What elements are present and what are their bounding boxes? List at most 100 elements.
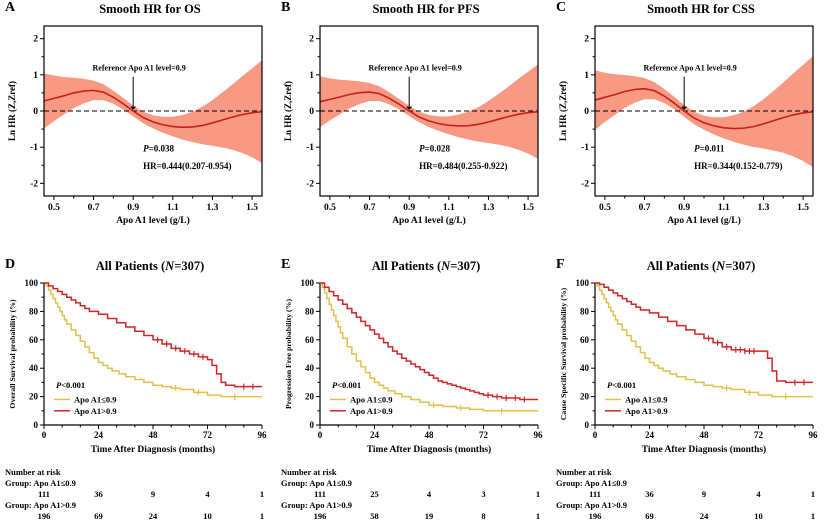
- svg-text:20: 20: [580, 392, 590, 402]
- svg-text:HR=0.444(0.207-0.954): HR=0.444(0.207-0.954): [143, 161, 231, 171]
- svg-text:1: 1: [309, 71, 314, 81]
- svg-text:72: 72: [479, 430, 489, 440]
- km-curve-high: [320, 282, 538, 401]
- svg-text:P=0.038: P=0.038: [143, 144, 174, 154]
- km-curve-low: [320, 282, 538, 412]
- svg-text:0: 0: [309, 107, 314, 117]
- svg-text:HR=0.344(0.152-0.779): HR=0.344(0.152-0.779): [694, 161, 782, 171]
- svg-text:2: 2: [309, 35, 314, 45]
- panel-a-letter: A: [5, 0, 16, 15]
- svg-text:Apo A1 level (g/L): Apo A1 level (g/L): [116, 215, 190, 226]
- svg-text:24: 24: [645, 430, 655, 440]
- svg-text:96: 96: [258, 430, 268, 440]
- svg-text:0.5: 0.5: [599, 203, 611, 213]
- svg-text:2: 2: [584, 35, 589, 45]
- svg-text:60: 60: [580, 335, 590, 345]
- risk-count: 1: [259, 511, 265, 521]
- panel-f: F All Patients (N=307) 0 20 40 60 80 100 0 24 48…: [551, 257, 826, 523]
- svg-text:96: 96: [809, 430, 819, 440]
- svg-text:-1: -1: [30, 143, 38, 153]
- svg-text:0.7: 0.7: [639, 203, 651, 213]
- risk-count: 36: [645, 489, 654, 499]
- panel-f-km-chart: 0 20 40 60 80 100 0 24 48 72 96 P<0.001 Apo A1≤0.9 Ap…: [555, 275, 821, 465]
- title-pre: All Patients (: [95, 259, 166, 273]
- svg-text:0.5: 0.5: [324, 203, 336, 213]
- svg-text:Reference Apo A1 level=0.9: Reference Apo A1 level=0.9: [644, 63, 737, 72]
- risk-counts-low: 111 36 9 4 1: [4, 489, 270, 499]
- title-n: N: [165, 259, 175, 273]
- svg-text:Apo A1≤0.9: Apo A1≤0.9: [350, 394, 392, 404]
- risk-group-high-label: Group: Apo A1>0.9: [5, 500, 77, 510]
- svg-text:Overall Survival probability (: Overall Survival probability (%): [8, 299, 17, 409]
- svg-text:Apo A1 level (g/L): Apo A1 level (g/L): [667, 215, 741, 226]
- svg-text:0.7: 0.7: [364, 203, 376, 213]
- risk-count: 196: [313, 511, 327, 521]
- risk-table-header: Number at risk: [281, 467, 337, 477]
- risk-group-low-label: Group: Apo A1≤0.9: [281, 478, 352, 488]
- panel-f-letter: F: [556, 257, 565, 272]
- risk-count: 111: [589, 489, 601, 499]
- svg-text:40: 40: [580, 363, 590, 373]
- panel-c-spline-chart: 0.5 0.7 0.9 1.1 1.3 1.5 -2 -1 0 1 2 Apo A1 level (g…: [555, 18, 821, 250]
- hr-curve: [319, 91, 539, 127]
- svg-text:Apo A1≤0.9: Apo A1≤0.9: [625, 394, 667, 404]
- hr-curve: [43, 89, 263, 129]
- panel-b-letter: B: [281, 0, 291, 15]
- svg-text:0: 0: [585, 420, 590, 430]
- svg-text:100: 100: [25, 278, 39, 288]
- svg-text:60: 60: [29, 335, 39, 345]
- svg-text:0.9: 0.9: [403, 203, 415, 213]
- svg-text:48: 48: [149, 430, 159, 440]
- km-curve-low: [595, 282, 813, 398]
- svg-text:Progression Free probability (: Progression Free probability (%): [284, 299, 293, 409]
- svg-text:1: 1: [33, 71, 38, 81]
- svg-text:1.3: 1.3: [483, 203, 495, 213]
- svg-text:HR=0.484(0.255-0.922): HR=0.484(0.255-0.922): [419, 161, 507, 171]
- panel-d-km-chart: 0 20 40 60 80 100 0 24 48 72 96 P<0.001 Apo A1≤0.9 Ap…: [4, 275, 270, 465]
- panel-d-letter: D: [5, 257, 16, 272]
- svg-text:20: 20: [29, 392, 39, 402]
- svg-text:40: 40: [29, 363, 39, 373]
- svg-text:Time After Diagnosis (months): Time After Diagnosis (months): [642, 444, 766, 455]
- svg-text:24: 24: [94, 430, 104, 440]
- svg-text:0: 0: [34, 420, 39, 430]
- risk-count: 8: [481, 511, 486, 521]
- risk-count: 58: [370, 511, 379, 521]
- panel-c: C Smooth HR for CSS 0.5 0.7 0.9 1.1 1.3 1.5 -2…: [551, 0, 826, 257]
- risk-group-high-label: Group: Apo A1>0.9: [556, 500, 628, 510]
- risk-count: 24: [699, 511, 709, 521]
- risk-count: 196: [37, 511, 51, 521]
- confidence-band: [44, 60, 262, 164]
- panel-d-title: All Patients (N=307): [40, 259, 260, 274]
- panel-b-title: Smooth HR for PFS: [372, 2, 480, 16]
- svg-text:P<0.001: P<0.001: [332, 380, 361, 390]
- svg-text:Cause Specific Survival probab: Cause Specific Survival probability (%): [559, 287, 568, 420]
- panel-d: D All Patients (N=307) 0 20 40 60 80 100 0 24 48…: [0, 257, 275, 523]
- svg-text:1.5: 1.5: [797, 203, 809, 213]
- panel-b: B Smooth HR for PFS 0.5 0.7 0.9 1.1 1.3 1.5 -2…: [276, 0, 551, 257]
- panel-a: A Smooth HR for OS 0.5 0.7 0.9 1.1 1.3 1.5 -2 -…: [0, 0, 275, 257]
- svg-text:48: 48: [700, 430, 710, 440]
- svg-text:-2: -2: [306, 179, 314, 189]
- risk-count: 1: [810, 489, 816, 499]
- risk-count: 111: [38, 489, 50, 499]
- risk-counts-low: 111 25 4 3 1: [280, 489, 546, 499]
- svg-text:2: 2: [33, 35, 38, 45]
- svg-text:0.7: 0.7: [88, 203, 100, 213]
- confidence-band: [595, 56, 813, 168]
- reference-arrowhead: [681, 106, 688, 110]
- svg-text:0: 0: [318, 430, 323, 440]
- svg-text:80: 80: [305, 306, 315, 316]
- svg-text:0: 0: [310, 420, 315, 430]
- title-pre: All Patients (: [371, 259, 442, 273]
- risk-table-header: Number at risk: [5, 467, 61, 477]
- svg-text:60: 60: [305, 335, 315, 345]
- risk-table-header: Number at risk: [556, 467, 612, 477]
- svg-text:0: 0: [593, 430, 598, 440]
- panel-f-title: All Patients (N=307): [591, 259, 811, 274]
- svg-text:72: 72: [203, 430, 213, 440]
- svg-text:Time After Diagnosis (months): Time After Diagnosis (months): [367, 444, 491, 455]
- risk-count: 10: [203, 511, 212, 521]
- spline-plot: 0.5 0.7 0.9 1.1 1.3 1.5 -2 -1 0 1 2 Apo A1 level (g…: [7, 25, 263, 226]
